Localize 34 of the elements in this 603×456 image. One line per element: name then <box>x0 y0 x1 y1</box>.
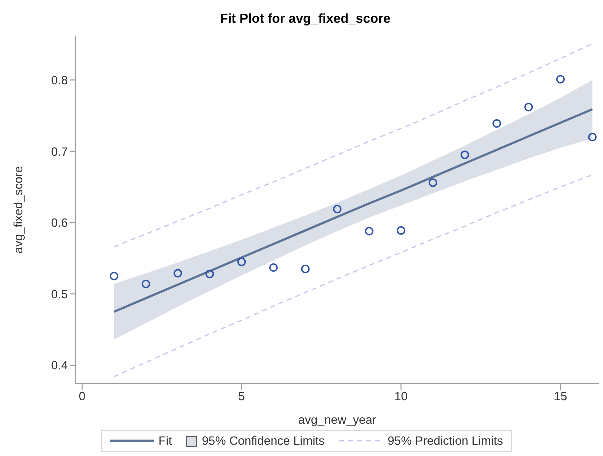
line-series <box>114 43 594 248</box>
x-axis-title: avg_new_year <box>298 413 377 427</box>
point <box>110 272 119 281</box>
text: 95% Confidence Limits <box>202 434 325 448</box>
legend-label: 95% Prediction Limits <box>388 434 504 448</box>
point <box>333 204 342 214</box>
point <box>206 270 214 278</box>
y-tick-label: 0.5 <box>51 287 68 302</box>
x-tick-label: 15 <box>554 390 568 404</box>
line-series <box>113 108 594 314</box>
y-tick-label: 0.7 <box>51 144 68 159</box>
point <box>269 263 278 272</box>
point <box>492 119 502 128</box>
x-tick-label: 0 <box>79 390 86 404</box>
legend-label: Fit <box>158 434 172 448</box>
point <box>588 132 597 142</box>
point <box>396 226 406 235</box>
point <box>556 75 566 84</box>
x-tick-label: 10 <box>394 390 408 404</box>
y-tick-label: 0.8 <box>51 73 68 88</box>
line-series <box>114 174 594 378</box>
x-tick-label: 5 <box>238 390 246 404</box>
point <box>142 280 150 288</box>
y-tick-label: 0.4 <box>51 358 68 373</box>
point <box>460 150 470 160</box>
point <box>238 258 246 266</box>
y-tick-label: 0.6 <box>51 216 68 230</box>
point <box>524 103 534 112</box>
point <box>365 227 374 236</box>
point <box>301 264 310 274</box>
y-axis-title: avg_fixed_score <box>11 166 26 254</box>
point <box>428 178 438 188</box>
point <box>174 269 182 278</box>
chart-title: Fit Plot for avg_fixed_score <box>219 10 392 28</box>
